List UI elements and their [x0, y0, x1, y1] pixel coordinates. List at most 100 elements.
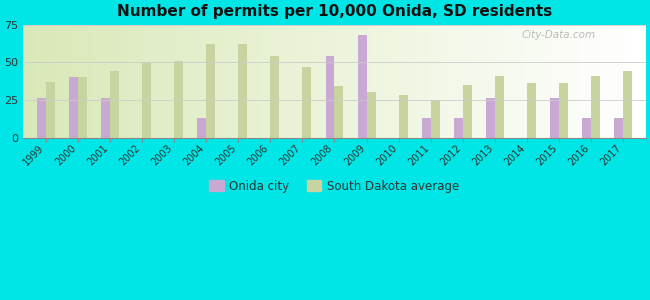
Bar — [603, 25, 605, 138]
Bar — [213, 25, 216, 138]
Bar — [276, 25, 278, 138]
Bar — [51, 25, 55, 138]
Bar — [166, 25, 170, 138]
Legend: Onida city, South Dakota average: Onida city, South Dakota average — [205, 175, 464, 197]
Bar — [174, 61, 183, 138]
Bar — [558, 25, 562, 138]
Bar — [263, 25, 266, 138]
Bar — [396, 25, 400, 138]
Bar — [101, 98, 110, 138]
Bar — [36, 98, 46, 138]
Bar — [297, 25, 300, 138]
Bar — [540, 25, 543, 138]
Bar — [599, 25, 603, 138]
Bar — [306, 25, 309, 138]
Bar — [101, 25, 104, 138]
Bar — [518, 25, 521, 138]
Bar — [478, 25, 481, 138]
Bar — [335, 25, 337, 138]
Bar — [369, 25, 372, 138]
Bar — [398, 95, 408, 138]
Bar — [55, 25, 57, 138]
Bar — [612, 25, 615, 138]
Bar — [537, 25, 540, 138]
Bar — [415, 25, 419, 138]
Bar — [197, 118, 206, 138]
Bar — [142, 25, 144, 138]
Bar — [272, 25, 276, 138]
Bar — [238, 25, 241, 138]
Bar — [528, 25, 530, 138]
Bar — [605, 25, 608, 138]
Bar — [238, 44, 247, 138]
Bar — [381, 25, 384, 138]
Bar — [257, 25, 260, 138]
Bar — [434, 25, 437, 138]
Bar — [325, 25, 328, 138]
Bar — [623, 71, 632, 138]
Bar — [322, 25, 325, 138]
Bar — [67, 25, 70, 138]
Bar — [502, 25, 506, 138]
Bar — [216, 25, 219, 138]
Bar — [132, 25, 135, 138]
Bar — [412, 25, 415, 138]
Bar — [406, 25, 410, 138]
Bar — [552, 25, 556, 138]
Bar — [64, 25, 67, 138]
Bar — [419, 25, 422, 138]
Bar — [285, 25, 288, 138]
Bar — [437, 25, 440, 138]
Bar — [69, 77, 78, 138]
Bar — [120, 25, 123, 138]
Bar — [32, 25, 36, 138]
Bar — [288, 25, 291, 138]
Title: Number of permits per 10,000 Onida, SD residents: Number of permits per 10,000 Onida, SD r… — [117, 4, 552, 19]
Bar — [294, 25, 297, 138]
Bar — [487, 25, 490, 138]
Bar — [636, 25, 640, 138]
Bar — [456, 25, 459, 138]
Bar — [493, 25, 497, 138]
Bar — [556, 25, 558, 138]
Bar — [633, 25, 636, 138]
Bar — [191, 25, 194, 138]
Bar — [462, 25, 465, 138]
Bar — [347, 25, 350, 138]
Bar — [232, 25, 235, 138]
Bar — [615, 25, 618, 138]
Bar — [372, 25, 375, 138]
Bar — [359, 25, 363, 138]
Bar — [222, 25, 226, 138]
Bar — [440, 25, 443, 138]
Bar — [210, 25, 213, 138]
Bar — [60, 25, 64, 138]
Bar — [188, 25, 191, 138]
Bar — [484, 25, 487, 138]
Bar — [269, 25, 272, 138]
Bar — [76, 25, 79, 138]
Bar — [640, 25, 643, 138]
Bar — [46, 82, 55, 138]
Bar — [363, 25, 366, 138]
Bar — [241, 25, 244, 138]
Bar — [527, 83, 536, 138]
Bar — [387, 25, 391, 138]
Bar — [391, 25, 394, 138]
Bar — [319, 25, 322, 138]
Bar — [350, 25, 353, 138]
Bar — [138, 25, 142, 138]
Bar — [497, 25, 499, 138]
Bar — [26, 25, 29, 138]
Bar — [203, 25, 207, 138]
Bar — [48, 25, 51, 138]
Bar — [525, 25, 528, 138]
Bar — [173, 25, 176, 138]
Bar — [194, 25, 198, 138]
Bar — [36, 25, 39, 138]
Bar — [422, 118, 431, 138]
Bar — [549, 25, 552, 138]
Bar — [546, 25, 549, 138]
Bar — [590, 25, 593, 138]
Bar — [110, 71, 119, 138]
